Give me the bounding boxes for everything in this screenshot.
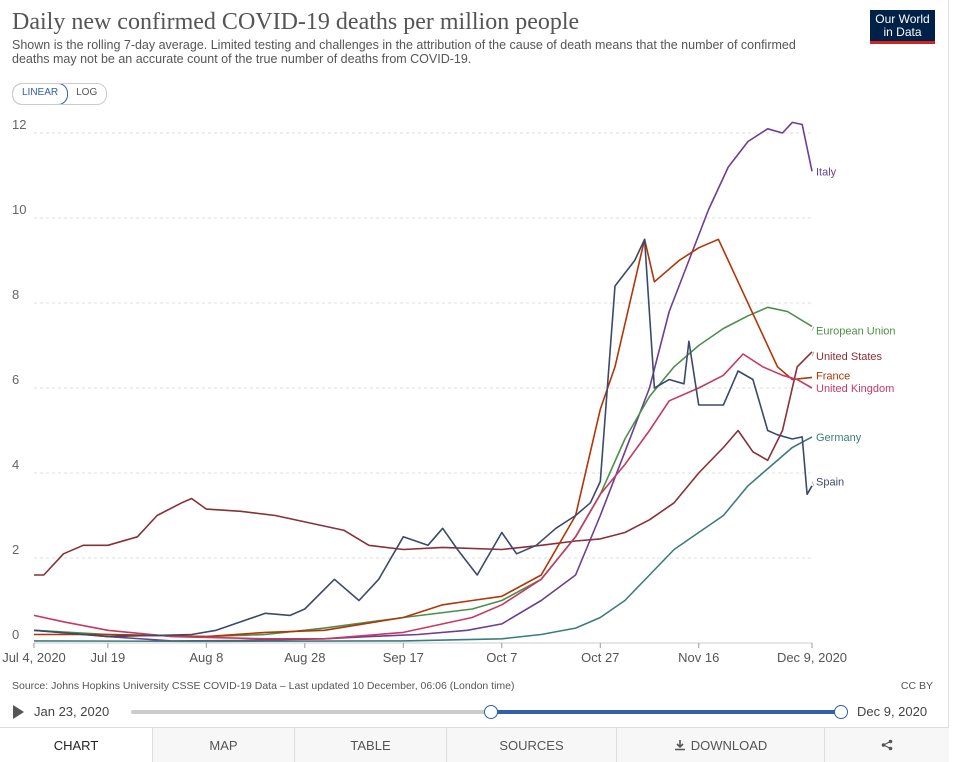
series-label[interactable]: Germany (816, 432, 862, 444)
x-tick-label: Oct 7 (486, 650, 517, 665)
series-line-european-union[interactable] (33, 306, 813, 638)
tab-download[interactable]: DOWNLOAD (616, 728, 824, 762)
x-tick-label: Jul 4, 2020 (2, 650, 66, 665)
chart-title: Daily new confirmed COVID-19 deaths per … (12, 9, 580, 35)
y-tick-label: 0 (12, 627, 19, 642)
source-note: Source: Johns Hopkins University CSSE CO… (12, 680, 515, 692)
logo-line-1: Our World (875, 12, 930, 26)
y-gridlines (34, 132, 812, 644)
series-line-united-states[interactable] (34, 351, 813, 576)
label-connector (811, 481, 815, 486)
y-tick-labels: 0 2 4 6 8 10 12 (12, 117, 26, 642)
license-link[interactable]: CC BY (900, 680, 933, 692)
label-connector (811, 326, 815, 331)
x-tick-label: Aug 8 (189, 650, 223, 665)
series-label[interactable]: Italy (816, 166, 837, 178)
x-tick-label: Dec 9, 2020 (777, 650, 847, 665)
series-line-germany[interactable] (33, 436, 813, 643)
timeline-end-label: Dec 9, 2020 (857, 704, 928, 719)
y-tick-label: 12 (12, 117, 26, 132)
share-button[interactable] (824, 728, 949, 762)
timeline: Jan 23, 2020 Dec 9, 2020 (0, 700, 949, 724)
scale-toggle: LINEAR LOG (12, 83, 108, 105)
line-chart: 0 2 4 6 8 10 12 Jul 4, 2020 Jul 19 Aug 8 Aug 28 Se… (2, 117, 896, 665)
y-tick-label: 2 (12, 542, 19, 557)
series-labels: Italy European Union United States FranceUn… (811, 166, 896, 489)
tab-bar: CHART MAP TABLE SOURCES DOWNLOAD (0, 727, 949, 762)
label-connector (811, 351, 815, 357)
series-label[interactable]: Spain (816, 477, 844, 489)
tab-sources-label: SOURCES (499, 737, 564, 753)
series-lines (33, 121, 813, 643)
tab-chart-label: CHART (53, 737, 99, 753)
tab-map[interactable]: MAP (152, 728, 294, 762)
timeline-selected-range (491, 710, 841, 714)
timeline-start-handle[interactable] (484, 705, 498, 719)
download-icon (674, 740, 685, 751)
y-tick-label: 8 (12, 287, 19, 302)
x-tick-label: Oct 27 (581, 650, 619, 665)
tab-download-label: DOWNLOAD (690, 737, 768, 753)
timeline-end-handle[interactable] (834, 705, 848, 719)
series-label[interactable]: European Union (816, 326, 896, 338)
tab-table[interactable]: TABLE (294, 728, 446, 762)
tab-map-label: MAP (209, 737, 238, 753)
owid-logo[interactable]: Our World in Data (870, 10, 935, 44)
y-tick-label: 10 (12, 202, 26, 217)
share-icon (881, 739, 893, 751)
y-tick-label: 6 (12, 372, 19, 387)
series-line-spain[interactable] (33, 238, 813, 638)
series-line-united-kingdom[interactable] (33, 353, 813, 640)
log-scale-button[interactable]: LOG (76, 87, 98, 98)
series-label[interactable]: United States (816, 351, 883, 363)
x-tick-label: Sep 17 (383, 650, 424, 665)
series-label[interactable]: France (816, 370, 850, 382)
play-icon[interactable] (13, 705, 24, 719)
x-tick-label: Aug 28 (284, 650, 325, 665)
y-tick-label: 4 (12, 457, 19, 472)
x-tick-label: Jul 19 (91, 650, 126, 665)
timeline-start-label: Jan 23, 2020 (34, 704, 110, 719)
series-line-france[interactable] (34, 238, 813, 638)
x-tick-label: Nov 16 (678, 650, 719, 665)
logo-line-2: in Data (883, 25, 922, 39)
series-label[interactable]: United Kingdom (816, 383, 894, 395)
chart-subtitle: Shown is the rolling 7-day average. Limi… (12, 38, 796, 66)
x-tick-labels: Jul 4, 2020 Jul 19 Aug 8 Aug 28 Sep 17 Oct 7 O… (2, 643, 847, 665)
tab-table-label: TABLE (350, 737, 391, 753)
tab-sources[interactable]: SOURCES (446, 728, 616, 762)
linear-scale-button[interactable]: LINEAR (13, 84, 69, 104)
tab-chart[interactable]: CHART (0, 728, 152, 762)
